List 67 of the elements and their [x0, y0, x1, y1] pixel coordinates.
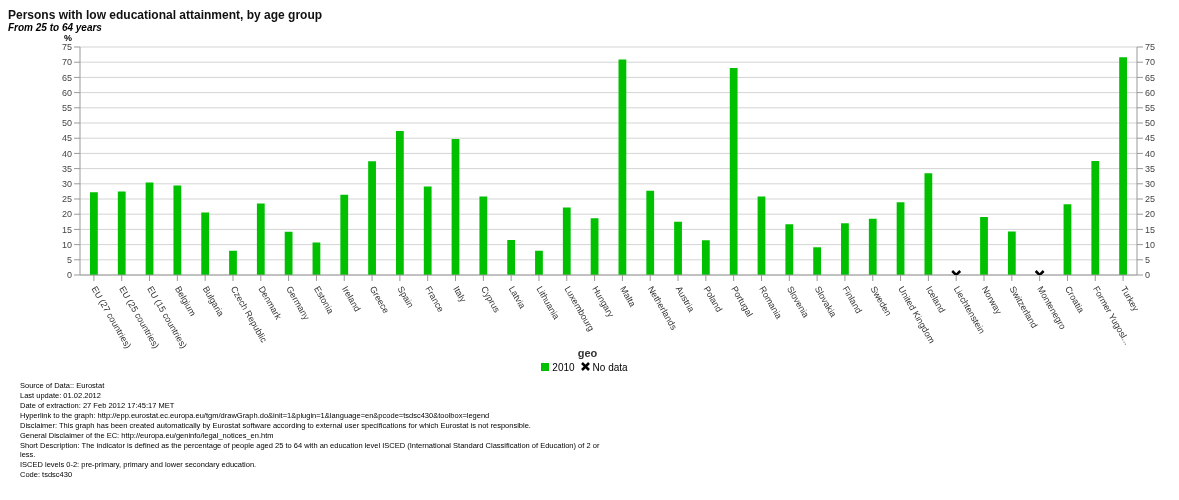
y2-tick-label: 50: [1145, 118, 1156, 129]
y2-tick-label: 35: [1145, 163, 1156, 174]
y-tick-label: 15: [61, 224, 72, 235]
bar: [340, 194, 349, 275]
bar: [1119, 57, 1127, 275]
bar: [674, 221, 682, 275]
bar: [562, 207, 571, 275]
bar: [535, 250, 543, 275]
y-tick-label: 45: [61, 133, 72, 144]
bar: [729, 67, 738, 275]
y-tick-label: 30: [61, 179, 72, 189]
bar: [395, 130, 404, 275]
bar: [1007, 231, 1016, 275]
bar: [229, 250, 237, 275]
bar: [924, 173, 933, 275]
y2-tick-label: 60: [1145, 87, 1156, 98]
bar: [841, 223, 849, 275]
bar: [256, 203, 265, 275]
y2-tick-label: 10: [1145, 239, 1156, 250]
bar: [1091, 161, 1100, 275]
y-tick-label: 20: [61, 209, 72, 220]
y2-tick-label: 70: [1145, 57, 1156, 68]
chart-title: Persons with low educational attainment, by age group: [8, 8, 324, 22]
x-axis-title: geo: [577, 347, 598, 359]
chart-subtitle: From 25 to 64 years: [8, 22, 103, 33]
bar: [785, 224, 794, 275]
bar: [813, 247, 822, 275]
y-tick-label: 70: [61, 57, 72, 68]
bar: [479, 196, 488, 275]
bar: [284, 231, 293, 275]
bar: [868, 218, 877, 275]
bar: [980, 216, 988, 275]
y-tick-label: 55: [61, 103, 72, 113]
y2-tick-label: 75: [1145, 42, 1156, 53]
legend-label: 2010: [551, 362, 575, 373]
bar: [117, 191, 126, 275]
bar: [701, 240, 710, 275]
y-tick-label: 40: [61, 148, 72, 159]
bar: [646, 190, 655, 275]
bar: [173, 185, 182, 275]
y-tick-label: 0: [66, 270, 72, 281]
bar: [201, 212, 210, 275]
y2-tick-label: 15: [1145, 224, 1156, 235]
y-tick-label: 65: [61, 72, 72, 83]
bar: [618, 59, 627, 275]
y2-tick-label: 45: [1145, 133, 1156, 144]
bar: [90, 192, 98, 275]
y2-tick-label: 40: [1145, 148, 1156, 159]
y-tick-label: 75: [61, 42, 72, 53]
y2-tick-label: 20: [1145, 209, 1156, 220]
bar: [423, 186, 432, 275]
y-tick-label: 5: [66, 255, 72, 265]
y-axis-title: %: [63, 33, 73, 43]
y2-tick-label: 5: [1145, 255, 1151, 265]
y-tick-label: 25: [61, 194, 72, 205]
y2-tick-label: 0: [1145, 270, 1151, 281]
bar: [368, 161, 376, 275]
y-tick-label: 10: [61, 239, 72, 250]
y-tick-label: 60: [61, 87, 72, 98]
bar: [507, 240, 516, 275]
y-tick-label: 35: [61, 163, 72, 174]
y-tick-label: 50: [61, 118, 72, 129]
y2-tick-label: 65: [1145, 72, 1156, 83]
y2-tick-label: 30: [1145, 179, 1156, 189]
legend-label: No data: [591, 362, 628, 373]
y2-tick-label: 25: [1145, 194, 1156, 205]
y2-tick-label: 55: [1145, 103, 1156, 113]
